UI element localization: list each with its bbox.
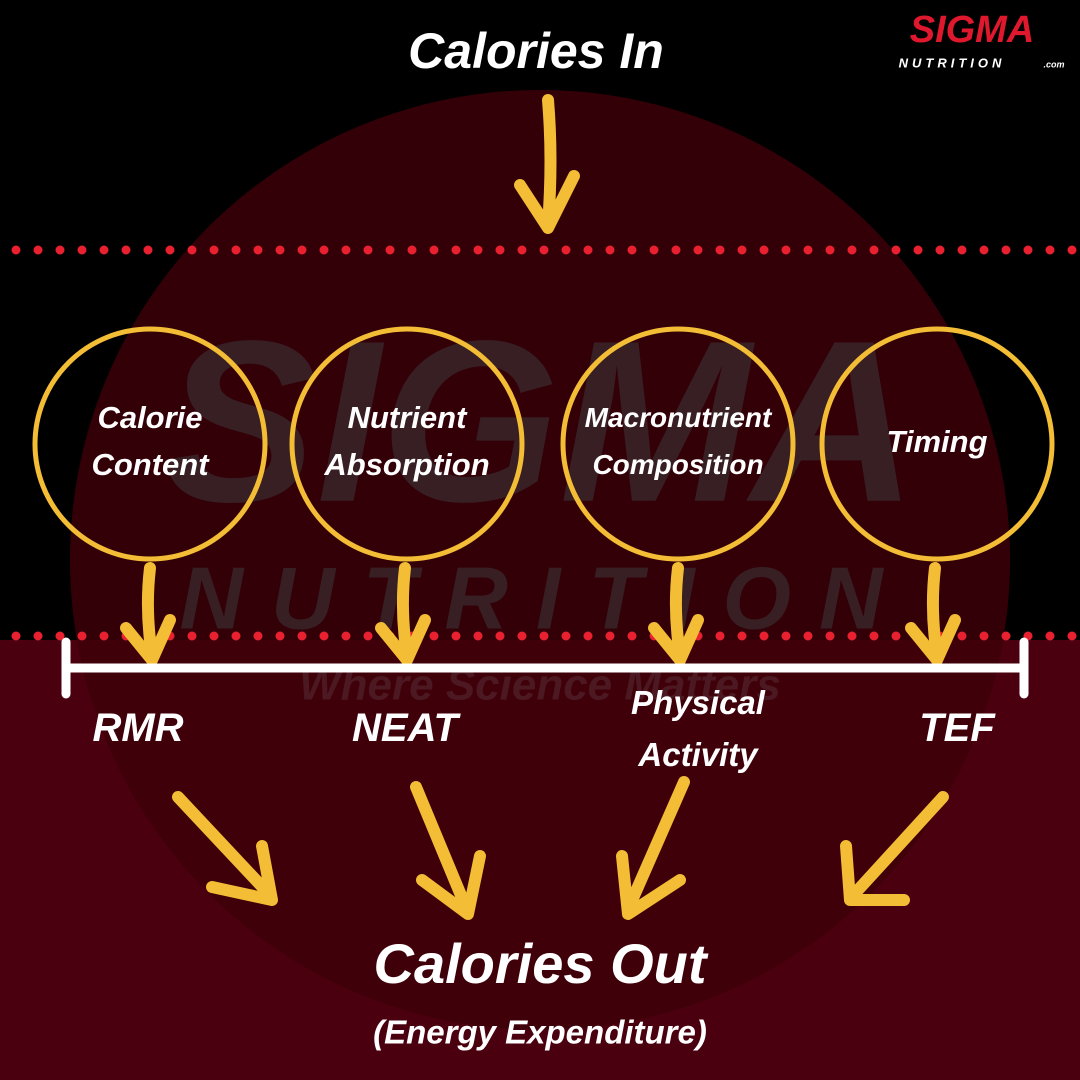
- circles: [32, 326, 1055, 562]
- label-line: Activity: [637, 736, 759, 773]
- background-circle: [70, 90, 1010, 1030]
- component-label: TEF: [919, 706, 996, 750]
- arrow: [120, 562, 176, 666]
- circle: [560, 326, 796, 562]
- logo-sub: NUTRITION: [899, 55, 1006, 70]
- footer-title: Calories Out: [374, 932, 709, 995]
- arrow: [172, 791, 278, 906]
- label-line: Calorie: [97, 400, 202, 435]
- circle: [32, 326, 268, 562]
- label-line: Nutrient: [348, 400, 469, 435]
- node-label: Calorie Content: [91, 400, 210, 482]
- node-label: Nutrient Absorption: [323, 400, 489, 482]
- logo-name: SIGMA: [910, 9, 1035, 51]
- label-line: Composition: [592, 449, 763, 480]
- logo-suffix: .com: [1043, 59, 1064, 69]
- arrow: [616, 776, 690, 920]
- arrow: [840, 791, 949, 906]
- label-line: RMR: [92, 706, 183, 750]
- arrow: [375, 562, 431, 666]
- label-line: Macronutrient: [585, 402, 773, 433]
- label-line: TEF: [919, 706, 996, 750]
- watermark-sub: NUTRITION: [179, 548, 910, 647]
- component-label: NEAT: [352, 706, 461, 750]
- node-label: Macronutrient Composition: [585, 402, 773, 480]
- arrow: [905, 562, 961, 666]
- arrow: [648, 562, 704, 666]
- label-line: Timing: [886, 424, 987, 459]
- label-line: Content: [91, 447, 210, 482]
- component-label: RMR: [92, 706, 183, 750]
- title: Calories In: [408, 23, 664, 79]
- footer-subtitle: (Energy Expenditure): [373, 1014, 707, 1051]
- label-line: Absorption: [323, 447, 489, 482]
- circle: [289, 326, 525, 562]
- label-line: NEAT: [352, 706, 461, 750]
- component-label: Physical Activity: [631, 684, 766, 773]
- label-line: Physical: [631, 684, 766, 721]
- arrow: [514, 94, 580, 234]
- circle: [819, 326, 1055, 562]
- arrow: [410, 781, 486, 920]
- arrows: [172, 776, 949, 920]
- arrows: [120, 562, 961, 666]
- bracket: [61, 637, 1029, 699]
- node-label: Timing: [886, 424, 987, 459]
- watermark-name: SIGMA: [163, 293, 917, 550]
